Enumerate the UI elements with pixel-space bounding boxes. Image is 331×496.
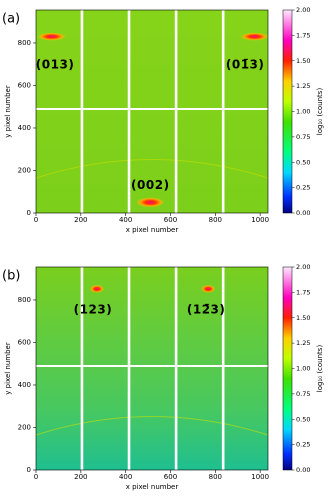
panel-label: (b): [2, 269, 20, 284]
x-tick-label: 800: [209, 216, 222, 224]
plot-frame: [35, 9, 269, 214]
module-gap: [36, 365, 268, 367]
module-gap: [80, 10, 84, 213]
x-tick-label: 200: [74, 473, 87, 481]
x-tick-label: 1000: [251, 473, 269, 481]
x-tick-label: 400: [119, 473, 132, 481]
diffuse-arc: [35, 416, 269, 436]
module-gap: [221, 10, 225, 213]
y-tick-label: 200: [18, 166, 31, 174]
diffraction-spot: [37, 32, 66, 41]
colorbar-tick-label: 1.25: [296, 339, 310, 347]
image-background: [36, 10, 268, 213]
colorbar-tick-label: 1.50: [296, 314, 310, 322]
x-tick-label: 400: [119, 216, 132, 224]
y-axis-label: y pixel number: [4, 342, 12, 395]
x-tick-label: 0: [34, 216, 38, 224]
colorbar-tick-label: 1.75: [296, 31, 310, 39]
x-tick-label: 800: [209, 473, 222, 481]
colorbar-tick-label: 0.25: [296, 441, 310, 449]
y-tick-label: 400: [18, 381, 31, 389]
module-gap: [174, 267, 178, 470]
plot-frame: [35, 266, 269, 471]
y-tick-label: 0: [27, 209, 31, 217]
colorbar-tick-label: 0.25: [296, 184, 310, 192]
colorbar-tick-label: 1.50: [296, 57, 310, 65]
module-gap: [36, 108, 268, 110]
x-tick-label: 600: [164, 216, 177, 224]
y-tick-label: 600: [18, 338, 31, 346]
colorbar-label: log₁₀ (counts): [316, 345, 324, 393]
colorbar-tick-label: 0.50: [296, 415, 310, 423]
y-tick-label: 400: [18, 124, 31, 132]
colorbar-tick-label: 0.75: [296, 390, 310, 398]
colorbar-tick-label: 0.75: [296, 133, 310, 141]
x-tick-label: 1000: [251, 216, 269, 224]
diffraction-spot: [136, 197, 165, 208]
x-axis-label: x pixel number: [126, 226, 179, 234]
colorbar: [282, 9, 293, 214]
y-tick-label: 600: [18, 81, 31, 89]
x-tick-label: 200: [74, 216, 87, 224]
image-background: [36, 267, 268, 470]
spot-label: (01̄3): [226, 58, 265, 72]
colorbar-tick-label: 0.00: [296, 466, 310, 474]
diffuse-arc: [35, 159, 269, 179]
module-gap: [80, 267, 84, 470]
module-gap: [127, 267, 131, 470]
x-axis-label: x pixel number: [126, 483, 179, 491]
diffraction-spot: [89, 284, 104, 293]
colorbar-tick-label: 0.00: [296, 209, 310, 217]
panel-label: (a): [2, 12, 20, 27]
x-tick-label: 0: [34, 473, 38, 481]
colorbar-tick-label: 0.50: [296, 158, 310, 166]
diffraction-spot: [240, 32, 269, 41]
colorbar-tick-label: 2.00: [296, 263, 310, 271]
diffraction-spot: [201, 284, 216, 293]
spot-label: (123): [74, 302, 113, 316]
module-gap: [174, 10, 178, 213]
colorbar-tick-label: 1.00: [296, 365, 310, 373]
colorbar-tick-label: 1.00: [296, 108, 310, 116]
spot-label: (002): [131, 178, 170, 192]
module-gap: [221, 267, 225, 470]
colorbar-tick-label: 2.00: [296, 6, 310, 14]
y-tick-label: 800: [18, 296, 31, 304]
y-tick-label: 800: [18, 39, 31, 47]
x-tick-label: 600: [164, 473, 177, 481]
colorbar-tick-label: 1.25: [296, 82, 310, 90]
spot-label: (013): [36, 58, 75, 72]
colorbar-tick-label: 1.75: [296, 288, 310, 296]
y-tick-label: 200: [18, 423, 31, 431]
colorbar: [282, 266, 293, 471]
y-axis-label: y pixel number: [4, 85, 12, 138]
spot-label: (12̄3): [187, 302, 226, 316]
module-gap: [127, 10, 131, 213]
y-tick-label: 0: [27, 466, 31, 474]
colorbar-label: log₁₀ (counts): [316, 88, 324, 136]
